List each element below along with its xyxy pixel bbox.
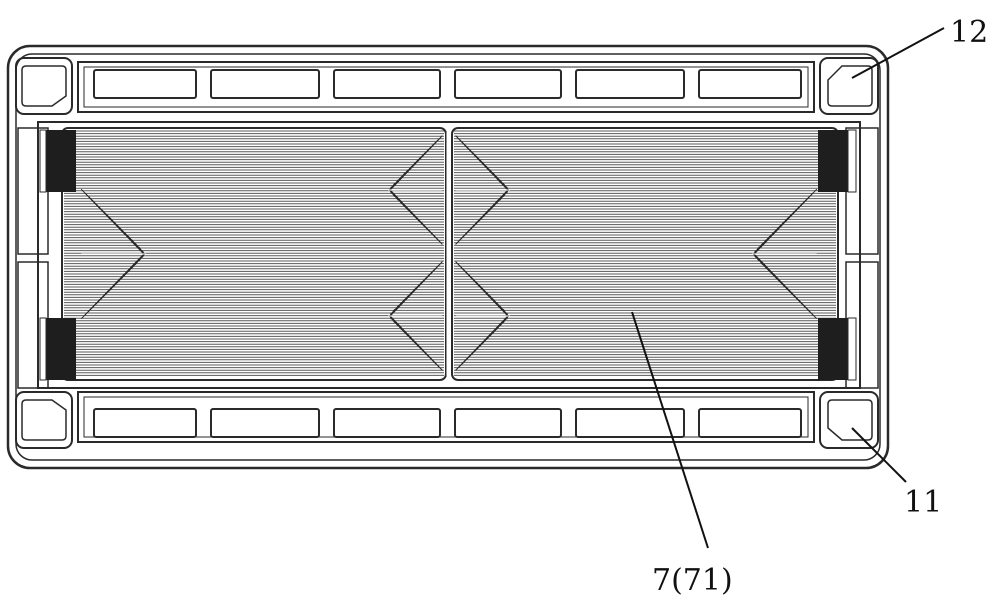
right-flow-channels	[454, 130, 836, 376]
top-slot-4	[454, 69, 562, 99]
left-flow-field-outline	[61, 127, 447, 381]
left-flow-channels	[64, 130, 444, 376]
callout-label-12: 12	[950, 15, 988, 50]
top-slot-1	[93, 69, 197, 99]
corner-port-top-right	[819, 57, 879, 115]
center-right-lower-chevron-axis	[455, 315, 510, 317]
top-slot-2	[210, 69, 320, 99]
callout-label-7-71: 7(71)	[652, 563, 733, 598]
top-slot-3	[333, 69, 441, 99]
bottom-slot-2	[210, 408, 320, 438]
manifold-block-top-right	[818, 129, 857, 193]
leader-line-7-71	[631, 311, 709, 549]
bottom-slot-1	[93, 408, 197, 438]
manifold-block-bottom-right	[818, 317, 857, 381]
plate-outer-border	[6, 44, 890, 470]
left-side-openings	[17, 127, 49, 389]
leader-line-11	[851, 427, 907, 483]
flow-chevron-patterns	[80, 132, 818, 376]
bottom-slot-5	[575, 408, 685, 438]
right-side-openings	[845, 127, 879, 389]
left-inlet-chevron-axis	[81, 253, 146, 255]
bottom-slot-3	[333, 408, 441, 438]
right-inlet-chevron-axis	[752, 253, 817, 255]
center-left-upper-chevron-axis	[388, 189, 443, 191]
center-left-lower-chevron-axis	[388, 315, 443, 317]
corner-port-top-left	[15, 57, 73, 115]
bottom-manifold-strip	[77, 391, 815, 443]
manifold-block-top-left	[39, 129, 76, 193]
bottom-slot-6	[698, 408, 802, 438]
callout-label-11: 11	[904, 485, 942, 520]
corner-port-bottom-left	[15, 391, 73, 449]
top-slot-5	[575, 69, 685, 99]
plate-inner-border	[15, 53, 881, 461]
bottom-slot-4	[454, 408, 562, 438]
center-right-upper-chevron-axis	[455, 189, 510, 191]
manifold-block-bottom-left	[39, 317, 76, 381]
leader-line-12	[851, 27, 945, 79]
flow-field-frame	[37, 121, 861, 389]
top-slot-6	[698, 69, 802, 99]
corner-port-bottom-right	[819, 391, 879, 449]
right-flow-field-outline	[451, 127, 839, 381]
top-manifold-strip	[77, 61, 815, 113]
